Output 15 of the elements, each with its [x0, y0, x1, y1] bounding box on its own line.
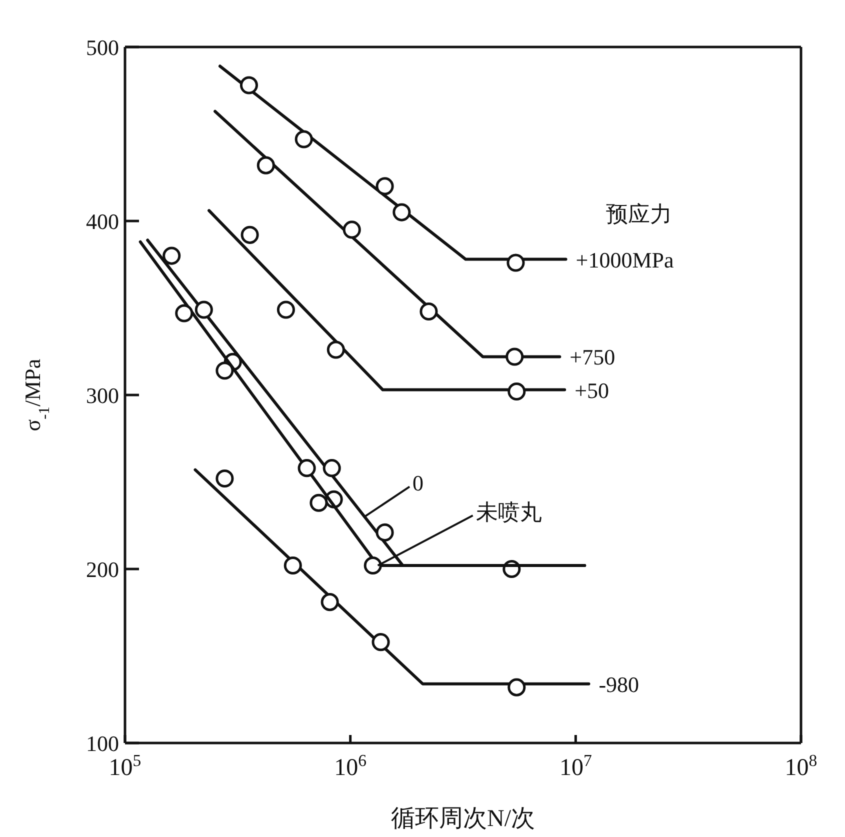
- series-label: -980: [598, 672, 640, 697]
- y-tick-label: 400: [86, 209, 119, 234]
- y-tick-label: 500: [86, 35, 119, 60]
- y-tick-label: 200: [86, 557, 119, 582]
- x-tick-label: 10$^{6}$: [334, 750, 367, 781]
- series-label: +1000MPa: [576, 247, 674, 272]
- legend-title: 预应力: [606, 201, 672, 226]
- y-tick-label: 300: [86, 383, 119, 408]
- x-tick-label: 10$^{8}$: [784, 750, 818, 781]
- series-label: +50: [574, 378, 610, 403]
- x-axis-title: 循环周次N/次: [391, 806, 535, 832]
- x-tick-label: 10$^{7}$: [559, 750, 592, 781]
- series-label: +750: [570, 344, 616, 370]
- series-label: 未喷丸: [476, 500, 542, 525]
- text: 0: [412, 470, 424, 496]
